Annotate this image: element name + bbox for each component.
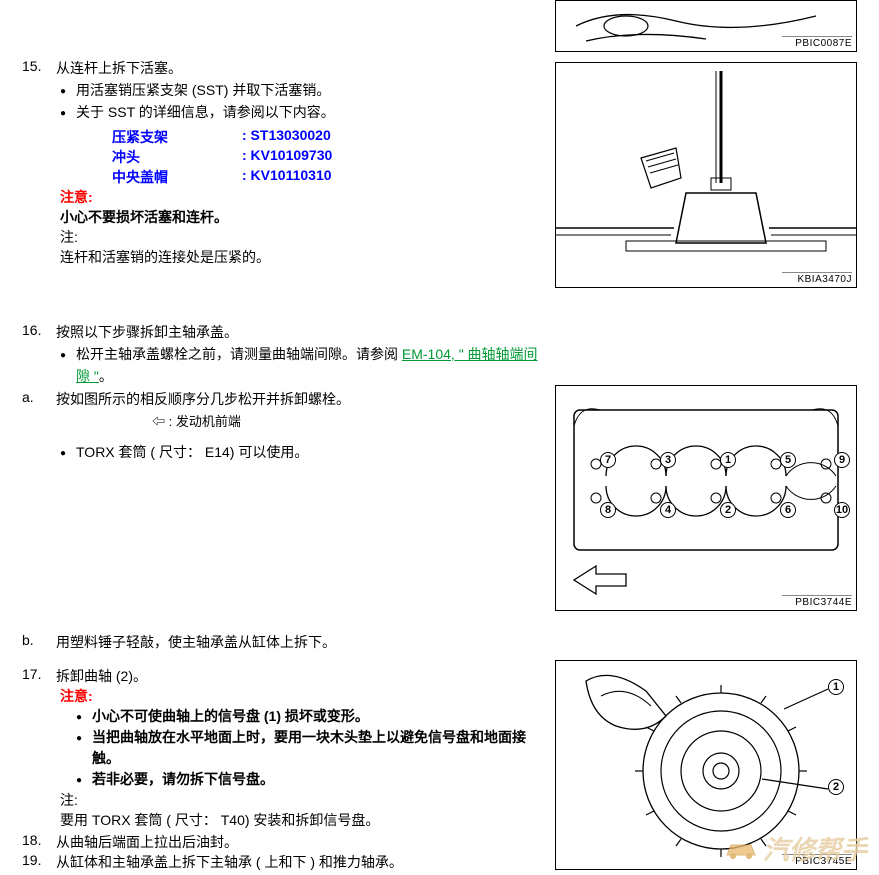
figure-kbia3470j: KBIA3470J <box>555 62 857 288</box>
car-icon <box>723 835 759 863</box>
step17-c3: 若非必要，请勿拆下信号盘。 <box>76 769 542 790</box>
substep-a-text: 按如图所示的相反顺序分几步松开并拆卸螺栓。 <box>56 389 350 409</box>
bolt-num: 9 <box>834 452 850 468</box>
bolt-num: 1 <box>720 452 736 468</box>
step-number: 16. <box>22 322 50 342</box>
fig3-svg <box>556 386 856 608</box>
sst-val-1: : KV10109730 <box>242 147 332 167</box>
step16b-block: b. 用塑料锤子轻敲，使主轴承盖从缸体上拆下。 <box>22 632 542 652</box>
substep-a-num: a. <box>22 389 50 409</box>
step16-bullet2: TORX 套筒 ( 尺寸： E14) 可以使用。 <box>60 442 542 464</box>
step17-c1: 小心不可使曲轴上的信号盘 (1) 损坏或变形。 <box>76 706 542 727</box>
step18-title: 从曲轴后端面上拉出后油封。 <box>56 832 542 852</box>
caution-label: 注意: <box>60 187 542 207</box>
fig3-code: PBIC3744E <box>782 595 852 608</box>
step17-note-text: 要用 TORX 套筒 ( 尺寸： T40) 安装和拆卸信号盘。 <box>60 810 542 830</box>
figure-pbic0087e: PBIC0087E <box>555 0 857 52</box>
sst-val-0: : ST13030020 <box>242 127 331 147</box>
sst-label-0: 压紧支架 <box>112 127 242 147</box>
note-label: 注: <box>60 227 542 247</box>
caution-text: 小心不要损坏活塞和连杆。 <box>60 207 542 227</box>
step16-b1-post: 。 <box>99 368 113 384</box>
step15-bullet2: 关于 SST 的详细信息，请参阅以下内容。 <box>60 102 542 124</box>
callout-num: 2 <box>828 779 844 795</box>
note-label: 注: <box>60 790 542 810</box>
step15-block: 15. 从连杆上拆下活塞。 用活塞销压紧支架 (SST) 并取下活塞销。 关于 … <box>22 58 542 267</box>
fig2-code: KBIA3470J <box>782 272 852 285</box>
bolt-num: 7 <box>600 452 616 468</box>
step17-19-block: 17. 拆卸曲轴 (2)。 注意: 小心不可使曲轴上的信号盘 (1) 损坏或变形… <box>22 666 542 872</box>
bolt-num: 2 <box>720 502 736 518</box>
bolt-num: 5 <box>780 452 796 468</box>
step19-title: 从缸体和主轴承盖上拆下主轴承 ( 上和下 ) 和推力轴承。 <box>56 852 542 872</box>
callout-num: 1 <box>828 679 844 695</box>
watermark: 汽修帮手 <box>723 830 867 867</box>
caution-label: 注意: <box>60 686 542 706</box>
bolt-num: 4 <box>660 502 676 518</box>
fig1-code: PBIC0087E <box>782 36 852 49</box>
sst-table: 压紧支架: ST13030020 冲头: KV10109730 中央盖帽: KV… <box>112 127 542 187</box>
step15-bullet1: 用活塞销压紧支架 (SST) 并取下活塞销。 <box>60 80 542 102</box>
watermark-text: 汽修帮手 <box>763 830 867 867</box>
sst-label-1: 冲头 <box>112 147 242 167</box>
note-text: 连杆和活塞销的连接处是压紧的。 <box>60 247 542 267</box>
figure-pbic3744e: 7 3 1 5 9 8 4 2 6 10 PBIC3744E <box>555 385 857 611</box>
sst-label-2: 中央盖帽 <box>112 167 242 187</box>
substep-b-num: b. <box>22 632 50 652</box>
step-number: 19. <box>22 852 50 872</box>
step15-title: 从连杆上拆下活塞。 <box>56 58 542 78</box>
step17-caution-list: 小心不可使曲轴上的信号盘 (1) 损坏或变形。 当把曲轴放在水平地面上时，要用一… <box>22 706 542 790</box>
step17-title: 拆卸曲轴 (2)。 <box>56 666 542 686</box>
bolt-num: 8 <box>600 502 616 518</box>
bolt-num: 6 <box>780 502 796 518</box>
substep-b-text: 用塑料锤子轻敲，使主轴承盖从缸体上拆下。 <box>56 632 336 652</box>
step16-block: 16. 按照以下步骤拆卸主轴承盖。 松开主轴承盖螺栓之前，请测量曲轴端间隙。请参… <box>22 322 542 464</box>
bolt-num: 10 <box>834 502 850 518</box>
arrow-note: ⇦ : 发动机前端 <box>152 411 542 430</box>
step-number: 15. <box>22 58 50 78</box>
step16-title: 按照以下步骤拆卸主轴承盖。 <box>56 322 542 342</box>
step17-c2: 当把曲轴放在水平地面上时，要用一块木头垫上以避免信号盘和地面接触。 <box>76 727 542 769</box>
step16-bullet1: 松开主轴承盖螺栓之前，请测量曲轴端间隙。请参阅 EM-104, " 曲轴轴端间隙… <box>60 344 542 387</box>
bolt-num: 3 <box>660 452 676 468</box>
sst-val-2: : KV10110310 <box>242 167 332 187</box>
step16-b1-pre: 松开主轴承盖螺栓之前，请测量曲轴端间隙。请参阅 <box>76 346 402 362</box>
fig2-svg <box>556 63 856 285</box>
step-number: 18. <box>22 832 50 852</box>
step-number: 17. <box>22 666 50 686</box>
